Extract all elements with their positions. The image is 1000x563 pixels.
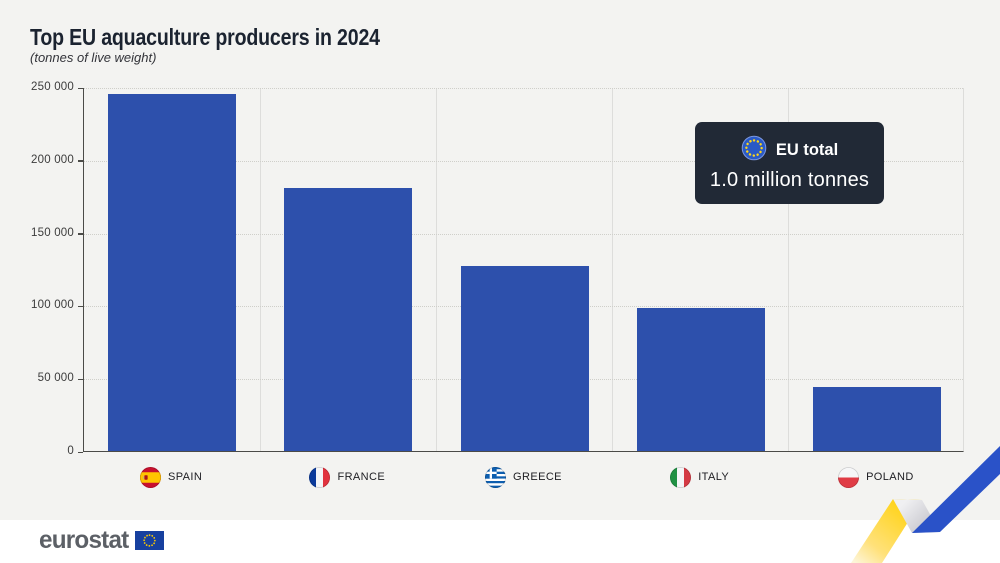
y-axis-tick-label: 100 000: [31, 299, 74, 312]
es-flag-icon: [139, 466, 161, 488]
bar-poland: [812, 386, 941, 451]
x-axis-label: ITALY: [698, 471, 730, 483]
eu-flag-icon: [135, 531, 165, 550]
category-separator-line: [612, 88, 614, 451]
x-axis-label: GREECE: [513, 471, 562, 483]
y-axis-tick: [78, 451, 83, 453]
y-axis-tick-label: 50 000: [37, 372, 74, 385]
gridline: [84, 233, 963, 235]
gridline: [84, 88, 963, 89]
y-axis-tick-label: 150 000: [31, 226, 74, 239]
y-axis-tick: [78, 87, 83, 89]
y-axis-tick: [78, 305, 83, 308]
y-axis-tick: [78, 160, 83, 162]
eu-flag-icon: [741, 135, 767, 166]
x-axis-label: SPAIN: [167, 471, 203, 483]
x-axis-category: POLAND: [788, 463, 964, 491]
category-separator-line: [435, 88, 437, 451]
y-axis-tick: [78, 378, 83, 381]
category-separator-line: [259, 88, 261, 451]
chart-unit-note: (tonnes of live weight): [30, 50, 157, 65]
y-axis-tick-label: 0: [67, 445, 74, 457]
pl-flag-icon: [838, 466, 860, 488]
x-axis-category: SPAIN: [83, 463, 259, 491]
footer-band: [0, 520, 1000, 563]
category-separator-line: [788, 88, 790, 451]
x-axis-category: GREECE: [435, 463, 611, 491]
fr-flag-icon: [309, 466, 331, 488]
eu-total-value: 1.0 million tonnes: [709, 168, 870, 191]
gr-flag-icon: [485, 466, 507, 488]
it-flag-icon: [670, 466, 692, 488]
eurostat-wordmark: eurostat: [39, 526, 129, 554]
page-title: Top EU aquaculture producers in 2024: [30, 24, 380, 50]
eu-total-badge: EU total 1.0 million tonnes: [695, 122, 884, 204]
eu-total-label: EU total: [775, 140, 839, 159]
bar-italy: [636, 308, 765, 451]
y-axis-tick-label: 250 000: [31, 81, 74, 93]
x-axis-category: ITALY: [612, 463, 788, 491]
x-axis-category: FRANCE: [259, 463, 435, 491]
bar-greece: [460, 266, 589, 451]
eu-total-header: EU total: [741, 135, 838, 166]
eurostat-logo: eurostat: [39, 526, 165, 554]
bar-france: [284, 187, 413, 451]
bar-spain: [108, 94, 237, 451]
gridline: [84, 160, 963, 162]
bar-chart-plot-area: [83, 88, 964, 452]
y-axis-tick: [78, 233, 83, 235]
x-axis-label: FRANCE: [337, 471, 386, 483]
x-axis-label: POLAND: [866, 471, 914, 483]
y-axis-tick-label: 200 000: [31, 153, 74, 166]
